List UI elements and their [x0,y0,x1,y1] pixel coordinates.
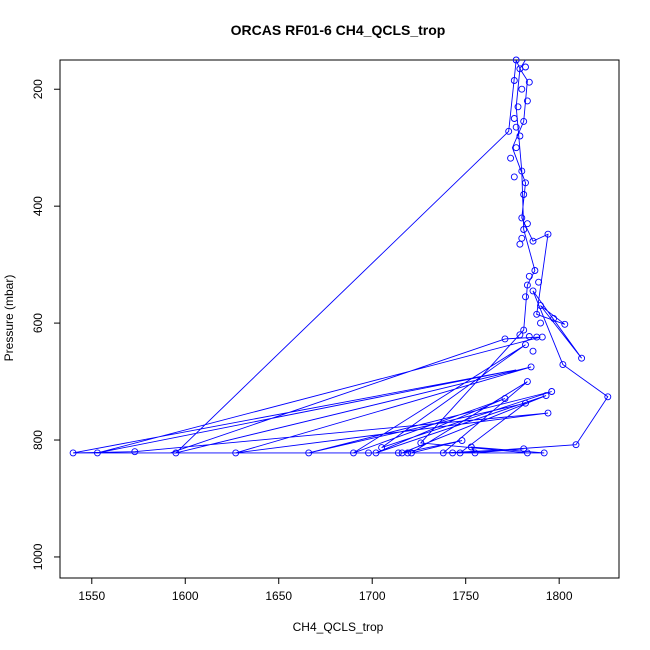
data-point [544,230,552,238]
data-point [523,378,531,386]
x-tick-label: 1550 [78,589,105,603]
data-point [535,278,543,286]
data-point [417,439,425,447]
x-tick-label: 1700 [359,589,386,603]
data-point [404,449,412,457]
data-point [518,214,526,222]
y-tick-label: 800 [31,430,45,450]
data-point [365,449,372,457]
data-point [537,319,544,327]
data-point [604,393,612,401]
data-point [520,191,528,198]
y-axis: 200 400 600 800 1000 [31,79,60,570]
x-tick-label: 1600 [172,589,199,603]
data-point [529,347,537,355]
x-axis-label: CH4_QCLS_trop [293,620,384,634]
data-point [522,399,529,407]
data-point [523,97,531,105]
data-point [305,449,313,457]
data-point [523,220,531,228]
data-point [578,354,586,362]
data-point [516,240,524,248]
data-point [458,437,466,445]
x-tick-label: 1800 [546,589,573,603]
plot-frame [59,59,620,579]
data-point [527,363,535,371]
data-point [512,56,520,64]
data-point [537,302,544,310]
data-point [372,449,380,457]
data-point [518,85,526,93]
data-point [510,77,518,84]
data-point [456,449,464,457]
data-point [544,409,552,417]
y-tick-label: 400 [31,196,45,216]
data-point [525,333,533,340]
data-point [501,395,509,402]
data-point [572,441,580,449]
data-point [449,449,457,457]
data-point [520,117,528,125]
data-point [467,443,475,451]
data-point [522,293,529,301]
data-point [507,154,515,162]
chart-title: ORCAS RF01-6 CH4_QCLS_trop [231,22,446,38]
data-point [525,78,533,86]
data-point [561,320,569,328]
data-point [522,341,529,349]
data-point [516,331,524,339]
data-point [172,449,180,457]
data-point [525,272,533,280]
data-point [514,103,522,111]
data-point [518,167,526,175]
data-point [516,132,524,140]
data-point [510,115,518,122]
data-point [510,173,518,181]
data-point [531,267,539,274]
data-point [520,226,528,233]
data-point [69,449,77,457]
data-point [550,314,558,322]
x-axis: 1550 1600 1650 1700 1750 1800 [78,578,573,603]
data-point [501,335,509,343]
data-point [439,449,447,457]
y-tick-label: 200 [31,79,45,99]
x-tick-label: 1750 [452,589,479,603]
data-point [523,281,531,289]
data-point [93,449,101,457]
y-axis-label: Pressure (mbar) [2,275,16,362]
plot-area [69,56,612,457]
data-point [131,448,139,456]
data-point [522,179,529,187]
data-point [559,361,567,369]
data-point [520,445,528,453]
data-point [232,449,240,457]
data-point [394,449,402,457]
data-point [408,449,415,457]
data-point [505,127,513,135]
data-point [533,310,541,318]
data-point [518,234,526,242]
data-point [512,123,520,131]
data-point [471,449,479,457]
data-point [522,63,529,71]
data-point [378,444,386,452]
data-point [350,449,357,457]
data-point [540,449,548,457]
data-point [542,392,550,400]
y-tick-label: 1000 [31,543,45,570]
data-point [548,388,556,395]
data-point [529,287,537,295]
data-point [512,144,520,152]
data-point [520,326,528,334]
data-point [538,333,546,341]
series-line [73,59,609,454]
data-point [523,449,531,457]
y-tick-label: 600 [31,313,45,333]
data-point [529,237,537,245]
x-tick-label: 1650 [265,589,292,603]
